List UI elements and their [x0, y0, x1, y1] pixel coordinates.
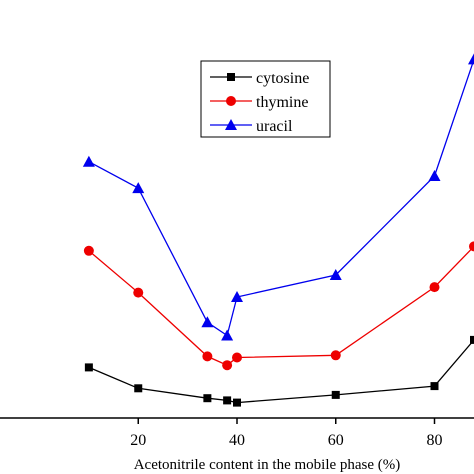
thymine-point-7 — [469, 241, 474, 252]
thymine-point-5 — [330, 350, 341, 361]
legend-label-thymine: thymine — [256, 94, 308, 111]
series-thymine — [83, 241, 474, 371]
legend-marker-thymine — [226, 96, 236, 106]
x-tick-label-40: 40 — [229, 432, 245, 449]
legend-box — [200, 60, 331, 138]
legend-items: cytosine thymine uracil — [210, 70, 309, 135]
thymine-point-0 — [83, 245, 94, 256]
uracil-point-6 — [428, 170, 441, 181]
thymine-line — [88, 245, 474, 366]
uracil-point-7 — [468, 53, 474, 65]
x-ticks: 20 40 60 80 — [130, 418, 443, 449]
x-tick-label-80: 80 — [427, 432, 443, 449]
legend-item-thymine: thymine — [210, 94, 308, 111]
x-tick-label-20: 20 — [130, 432, 146, 449]
legend-label-uracil: uracil — [256, 118, 293, 135]
cytosine-point-1 — [134, 384, 143, 393]
uracil-point-5 — [329, 269, 342, 280]
cytosine-point-3 — [223, 396, 232, 405]
series-uracil — [82, 53, 474, 341]
legend-marker-uracil — [225, 119, 237, 130]
thymine-point-4 — [232, 352, 242, 363]
x-axis-label: Acetonitrile content in the mobile phase… — [134, 457, 401, 473]
legend-marker-cytosine — [227, 73, 235, 81]
cytosine-point-5 — [331, 390, 340, 399]
thymine-point-6 — [429, 282, 440, 293]
series-layer — [82, 53, 474, 407]
legend-item-cytosine: cytosine — [210, 70, 309, 87]
cytosine-point-7 — [470, 335, 474, 344]
thymine-point-3 — [222, 360, 233, 371]
cytosine-point-6 — [430, 382, 439, 391]
cytosine-point-0 — [84, 363, 93, 372]
cytosine-line — [88, 339, 474, 404]
uracil-point-0 — [82, 155, 95, 167]
uracil-point-4 — [231, 291, 243, 302]
legend-label-cytosine: cytosine — [256, 70, 309, 87]
cytosine-point-2 — [203, 394, 212, 403]
thymine-point-1 — [133, 287, 144, 298]
series-cytosine — [84, 335, 474, 407]
legend: cytosine thymine uracil — [200, 60, 331, 138]
thymine-point-2 — [202, 351, 213, 362]
cytosine-point-4 — [233, 398, 241, 407]
legend-item-uracil: uracil — [210, 118, 293, 135]
uracil-point-3 — [221, 329, 234, 341]
uracil-point-1 — [132, 182, 145, 194]
uracil-point-2 — [201, 316, 214, 328]
x-tick-label-60: 60 — [328, 432, 344, 449]
uracil-line — [88, 59, 474, 337]
